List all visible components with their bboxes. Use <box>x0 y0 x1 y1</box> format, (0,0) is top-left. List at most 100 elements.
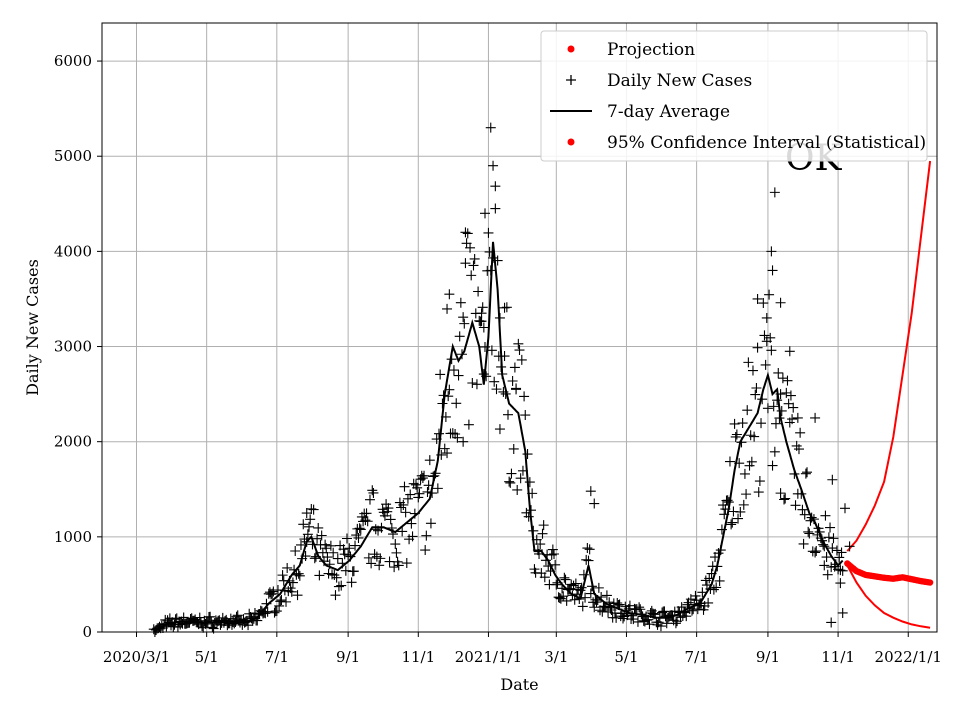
ci-lower-line <box>846 564 931 629</box>
daily-case-marker <box>368 487 379 498</box>
daily-case-marker <box>681 611 692 622</box>
daily-case-marker <box>802 467 813 478</box>
daily-case-marker <box>539 572 550 583</box>
daily-case-marker <box>776 405 787 416</box>
daily-case-marker <box>381 499 392 510</box>
daily-case-marker <box>659 606 670 617</box>
daily-case-marker <box>538 520 549 531</box>
daily-case-marker <box>810 547 821 558</box>
daily-case-marker <box>367 485 378 496</box>
daily-case-marker <box>735 506 746 517</box>
daily-case-marker <box>752 342 763 353</box>
daily-case-marker <box>473 286 484 297</box>
daily-case-marker <box>466 270 477 281</box>
daily-case-marker <box>770 418 781 429</box>
daily-case-marker <box>432 483 443 494</box>
x-axis-label: Date <box>500 675 538 694</box>
daily-case-marker <box>308 504 319 515</box>
daily-case-marker <box>333 581 344 592</box>
daily-case-marker <box>790 500 801 511</box>
daily-case-marker <box>547 544 558 555</box>
daily-case-marker <box>758 298 769 309</box>
projection-layer <box>844 560 934 586</box>
daily-case-marker <box>281 596 292 607</box>
daily-case-marker <box>739 468 750 479</box>
daily-case-marker <box>400 507 411 518</box>
daily-case-marker <box>764 289 775 300</box>
daily-case-marker <box>765 332 776 343</box>
daily-case-marker <box>589 498 600 509</box>
daily-case-marker <box>661 618 672 629</box>
daily-case-marker <box>800 468 811 479</box>
average-line <box>153 241 844 633</box>
daily-case-marker <box>743 357 754 368</box>
daily-case-marker <box>267 588 278 599</box>
daily-case-marker <box>490 203 501 214</box>
daily-case-marker <box>581 554 592 565</box>
daily-case-marker <box>703 597 714 608</box>
daily-case-marker <box>799 509 810 520</box>
daily-case-marker <box>839 503 850 514</box>
daily-case-marker <box>298 519 309 530</box>
daily-case-marker <box>504 476 515 487</box>
daily-case-marker <box>535 539 546 550</box>
daily-case-marker <box>767 265 778 276</box>
daily-case-marker <box>276 595 287 606</box>
daily-case-marker <box>655 621 666 632</box>
daily-case-marker <box>591 597 602 608</box>
daily-case-marker <box>820 510 831 521</box>
daily-case-marker <box>834 552 845 563</box>
daily-case-marker <box>828 533 839 544</box>
daily-case-marker <box>779 494 790 505</box>
daily-case-marker <box>612 597 623 608</box>
daily-case-marker <box>383 503 394 514</box>
daily-case-marker <box>355 524 366 535</box>
daily-case-marker <box>784 346 795 357</box>
y-tick-label: 1000 <box>54 528 92 546</box>
daily-case-marker <box>754 476 765 487</box>
daily-case-marker <box>708 584 719 595</box>
legend-label: Daily New Cases <box>607 71 752 91</box>
daily-case-marker <box>350 540 361 551</box>
daily-case-marker <box>344 543 355 554</box>
daily-case-marker <box>385 514 396 525</box>
daily-case-marker <box>766 345 777 356</box>
daily-case-marker <box>742 405 753 416</box>
daily-case-marker <box>804 528 815 539</box>
daily-case-marker <box>439 443 450 454</box>
daily-case-marker <box>835 565 846 576</box>
daily-case-marker <box>798 538 809 549</box>
x-tick-label: 5/1 <box>614 648 638 666</box>
daily-case-marker <box>459 318 470 329</box>
daily-case-marker <box>505 477 516 488</box>
legend-box <box>540 30 928 162</box>
daily-case-marker <box>644 619 655 630</box>
daily-case-marker <box>823 532 834 543</box>
daily-case-marker <box>476 308 487 319</box>
x-tick-label: 9/1 <box>336 648 360 666</box>
x-tick-label: 7/1 <box>265 648 289 666</box>
daily-case-marker <box>753 487 764 498</box>
daily-case-marker <box>611 612 622 623</box>
legend-dot-marker <box>567 45 575 53</box>
daily-case-marker <box>452 432 463 443</box>
daily-case-marker <box>330 590 341 601</box>
daily-case-marker <box>433 428 444 439</box>
daily-case-marker <box>328 547 339 558</box>
daily-case-marker <box>361 508 372 519</box>
daily-case-marker <box>420 545 431 556</box>
daily-case-marker <box>589 602 600 613</box>
daily-case-marker <box>488 160 499 171</box>
daily-case-marker <box>489 376 500 387</box>
y-axis-label: Daily New Cases <box>23 259 42 396</box>
daily-case-marker <box>787 414 798 425</box>
daily-case-marker <box>402 493 413 504</box>
daily-case-marker <box>585 486 596 497</box>
daily-case-marker <box>465 242 476 253</box>
daily-case-marker <box>634 602 645 613</box>
daily-case-marker <box>507 375 518 386</box>
daily-case-marker <box>286 586 297 597</box>
daily-case-marker <box>205 611 216 622</box>
daily-case-marker <box>399 481 410 492</box>
daily-case-marker <box>822 569 833 580</box>
